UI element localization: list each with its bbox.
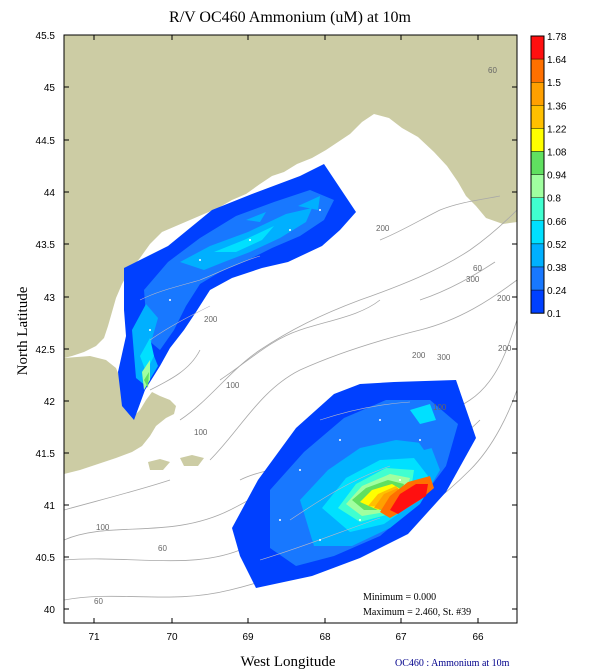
depth-labels: 60 200 100 60 200 300 100 200 100 60 200 200 300 100 6… — [94, 66, 512, 606]
y-axis-label: North Latitude — [15, 286, 31, 375]
station-markers — [149, 209, 421, 541]
plot-area: 60 200 100 60 200 300 100 200 100 60 200 200 300 100 6… — [64, 35, 517, 623]
y-tick-label: 45 — [44, 83, 56, 94]
map-title: R/V OC460 Ammonium (uM) at 10m — [169, 9, 411, 26]
minimum-annotation: Minimum = 0.000 — [363, 592, 436, 603]
colorbar-label: 0.38 — [547, 263, 567, 274]
depth-label: 200 — [376, 224, 390, 233]
colorbar-label: 0.24 — [547, 286, 567, 297]
land-massachusetts — [64, 356, 176, 474]
depth-label: 200 — [412, 351, 426, 360]
plot-frame — [63, 34, 518, 624]
y-tick-label: 44.5 — [36, 136, 56, 147]
colorbar-label: 1.64 — [547, 55, 567, 66]
x-tick-label: 70 — [166, 632, 178, 643]
colorbar-swatch — [530, 105, 545, 129]
depth-label: 100 — [226, 381, 240, 390]
colorbar-label: 1.5 — [547, 78, 561, 89]
colorbar-swatch — [530, 81, 545, 106]
colorbar-frame — [530, 35, 545, 314]
colorbar-label: 0.94 — [547, 171, 567, 182]
land-novascotia — [458, 35, 517, 170]
colorbar-label: 0.1 — [547, 309, 561, 320]
x-tick-label: 68 — [319, 632, 331, 643]
colorbar-swatch — [530, 243, 545, 268]
x-tick-label: 69 — [242, 632, 254, 643]
colorbar-label: 0.66 — [547, 217, 567, 228]
depth-label: 60 — [473, 264, 482, 273]
x-tick-label: 66 — [472, 632, 484, 643]
y-tick-label: 42 — [44, 397, 56, 408]
x-tick-label: 71 — [88, 632, 100, 643]
depth-label: 100 — [433, 403, 447, 412]
depth-label: 200 — [498, 344, 512, 353]
y-tick-label: 40 — [44, 605, 56, 616]
land-nantucket — [180, 455, 204, 466]
colorbar-swatch — [530, 289, 545, 314]
colorbar-swatch — [530, 197, 545, 221]
ammonium-band-gulf-of-maine — [118, 164, 356, 420]
ammonium-band-georges-bank — [232, 380, 476, 588]
colorbar-label: 1.78 — [547, 32, 567, 43]
x-tick-label: 67 — [395, 632, 407, 643]
colorbar-label: 0.8 — [547, 194, 561, 205]
maximum-annotation: Maximum = 2.460, St. #39 — [363, 607, 471, 618]
colorbar-swatch — [530, 174, 545, 198]
colorbar-label: 1.08 — [547, 148, 567, 159]
figure-credit: OC460 : Ammonium at 10m — [395, 658, 510, 669]
colorbar-label: 1.36 — [547, 101, 567, 112]
x-axis-label: West Longitude — [240, 654, 335, 670]
y-tick-label: 42.5 — [36, 345, 56, 356]
y-tick-label: 43 — [44, 293, 56, 304]
y-tick-label: 45.5 — [36, 31, 56, 42]
depth-label: 200 — [204, 315, 218, 324]
depth-label: 100 — [96, 523, 110, 532]
y-tick-label: 43.5 — [36, 240, 56, 251]
inner-contour-detail — [139, 255, 411, 561]
depth-label: 100 — [194, 428, 208, 437]
depth-label: 300 — [466, 275, 480, 284]
colorbar-swatch — [530, 128, 545, 152]
y-tick-label: 44 — [44, 188, 56, 199]
colorbar-swatch — [530, 35, 545, 60]
colorbar: 1.78 1.64 1.5 1.36 1.22 1.08 0.94 0.8 0.66 0.52 0.… — [530, 32, 567, 320]
land-marthas-vineyard — [148, 459, 170, 470]
x-axis-ticks: 71 70 69 68 67 66 — [88, 35, 484, 643]
depth-label: 300 — [437, 353, 451, 362]
y-tick-label: 41 — [44, 501, 56, 512]
colorbar-swatch — [530, 151, 545, 175]
y-axis-ticks: 45.5 45 44.5 44 43.5 43 42.5 42 41.5 41 40.5 40 — [36, 31, 517, 616]
colorbar-swatch — [530, 58, 545, 83]
colorbar-label: 0.52 — [547, 240, 567, 251]
depth-label: 200 — [497, 294, 511, 303]
depth-label: 60 — [158, 544, 167, 553]
land-maine-nh — [64, 35, 517, 358]
y-tick-label: 41.5 — [36, 449, 56, 460]
colorbar-label: 1.22 — [547, 124, 567, 135]
y-tick-label: 40.5 — [36, 553, 56, 564]
depth-label: 60 — [94, 597, 103, 606]
colorbar-swatch — [530, 266, 545, 291]
colorbar-swatch — [530, 220, 545, 245]
depth-label: 60 — [488, 66, 497, 75]
